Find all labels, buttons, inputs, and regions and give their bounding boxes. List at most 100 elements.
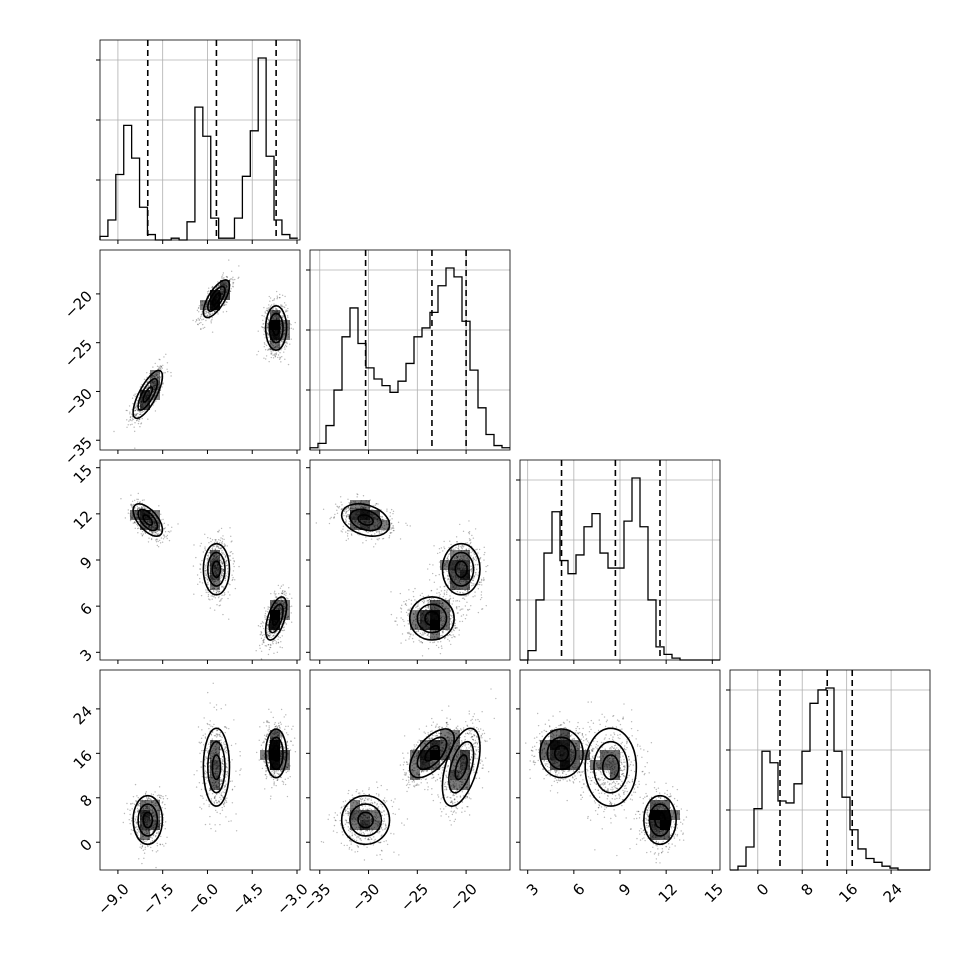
sample-point xyxy=(264,612,267,615)
sample-point xyxy=(456,560,458,562)
sample-point xyxy=(217,555,219,557)
sample-point xyxy=(260,326,263,328)
sample-point xyxy=(461,569,463,572)
sample-point xyxy=(273,619,276,621)
sample-point xyxy=(286,310,289,312)
sample-point xyxy=(142,511,145,513)
sample-point xyxy=(146,519,149,521)
sample-point xyxy=(275,619,278,621)
sample-point xyxy=(141,512,143,514)
sample-point xyxy=(213,560,215,562)
sample-point xyxy=(463,598,466,601)
sample-point xyxy=(201,319,203,321)
sample-point xyxy=(155,531,157,533)
sample-point xyxy=(166,362,169,364)
sample-point xyxy=(212,555,215,558)
sample-point xyxy=(141,518,143,520)
sample-point xyxy=(215,592,218,594)
sample-point xyxy=(277,350,280,352)
sample-point xyxy=(222,562,224,564)
sample-point xyxy=(462,568,464,571)
sample-point xyxy=(278,607,281,609)
sample-point xyxy=(369,513,372,515)
sample-point xyxy=(209,572,212,575)
sample-point xyxy=(358,523,361,526)
sample-point xyxy=(463,550,465,552)
sample-point xyxy=(157,371,159,373)
sample-point xyxy=(276,601,279,604)
sample-point xyxy=(160,519,162,521)
sample-point xyxy=(460,580,463,582)
sample-point xyxy=(223,304,226,306)
sample-point xyxy=(227,597,229,600)
sample-point xyxy=(274,615,277,618)
sample-point xyxy=(277,609,279,611)
sample-point xyxy=(272,337,274,339)
sample-point xyxy=(289,343,291,345)
sample-point xyxy=(148,521,151,523)
sample-point xyxy=(445,598,447,600)
density-cell xyxy=(150,510,160,520)
sample-point xyxy=(276,330,278,333)
sample-point xyxy=(158,367,160,370)
sample-point xyxy=(212,545,215,547)
sample-point xyxy=(156,373,158,375)
sample-point xyxy=(451,568,453,571)
sample-point xyxy=(142,510,145,512)
sample-point xyxy=(141,535,143,537)
density-cell xyxy=(350,510,360,520)
sample-point xyxy=(221,277,223,279)
sample-point xyxy=(143,512,145,515)
sample-point xyxy=(483,559,485,561)
sample-point xyxy=(276,329,278,331)
sample-point xyxy=(213,305,215,307)
sample-point xyxy=(222,282,224,285)
sample-point xyxy=(278,600,280,602)
sample-point xyxy=(276,309,278,311)
sample-point xyxy=(221,597,223,600)
sample-point xyxy=(274,336,276,338)
sample-point xyxy=(207,591,209,594)
sample-point xyxy=(153,521,156,523)
sample-point xyxy=(147,391,149,393)
sample-point xyxy=(267,653,270,656)
sample-point xyxy=(158,522,160,524)
sample-point xyxy=(221,275,223,278)
sample-point xyxy=(364,507,367,509)
sample-point xyxy=(166,534,169,537)
sample-point xyxy=(225,284,227,287)
sample-point xyxy=(383,529,385,532)
sample-point xyxy=(284,622,286,624)
scatter-panel-p2-p3 xyxy=(306,459,511,664)
density-cell xyxy=(420,610,430,620)
sample-point xyxy=(272,628,274,630)
sample-point xyxy=(356,493,358,495)
sample-point xyxy=(291,597,293,599)
sample-point xyxy=(139,426,141,428)
sample-point xyxy=(280,320,282,323)
sample-point xyxy=(273,634,275,637)
sample-point xyxy=(268,348,270,350)
sample-point xyxy=(204,549,207,551)
sample-point xyxy=(272,627,275,629)
sample-point xyxy=(141,517,143,519)
sample-point xyxy=(216,544,218,547)
sample-point xyxy=(152,381,154,384)
sample-point xyxy=(205,574,207,576)
sample-point xyxy=(277,335,280,337)
sample-point xyxy=(270,625,272,627)
sample-point xyxy=(208,312,210,315)
sample-point xyxy=(218,294,220,297)
sample-point xyxy=(347,532,349,535)
sample-point xyxy=(141,403,143,406)
sample-point xyxy=(458,580,461,582)
sample-point xyxy=(228,292,231,295)
sample-point xyxy=(461,567,464,570)
sample-point xyxy=(359,519,362,521)
sample-point xyxy=(232,557,234,560)
sample-point xyxy=(472,558,474,560)
sample-point xyxy=(219,590,221,593)
sample-point xyxy=(269,643,272,646)
sample-point xyxy=(149,398,151,401)
sample-point xyxy=(153,526,155,529)
